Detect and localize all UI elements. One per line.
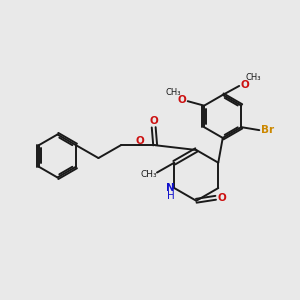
Text: O: O xyxy=(240,80,249,90)
Text: H: H xyxy=(167,191,175,201)
Text: O: O xyxy=(135,136,144,146)
Text: O: O xyxy=(217,193,226,203)
Text: Br: Br xyxy=(261,125,274,135)
Text: CH₃: CH₃ xyxy=(166,88,181,97)
Text: O: O xyxy=(149,116,158,126)
Text: CH₃: CH₃ xyxy=(140,169,157,178)
Text: N: N xyxy=(166,183,175,193)
Text: O: O xyxy=(178,95,187,105)
Text: CH₃: CH₃ xyxy=(246,73,261,82)
